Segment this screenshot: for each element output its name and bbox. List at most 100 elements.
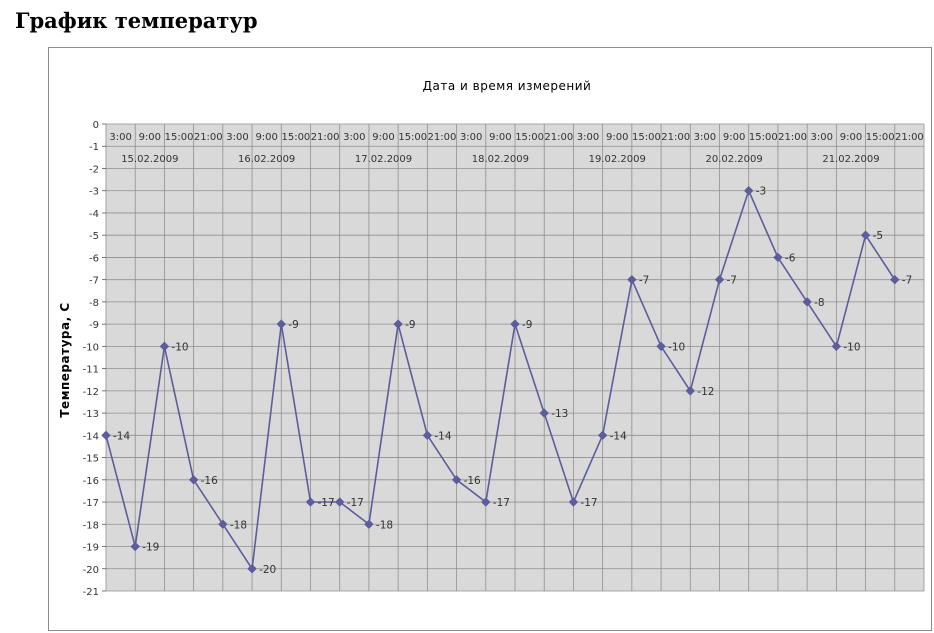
data-label: -16: [464, 475, 481, 487]
y-tick-label: -5: [89, 231, 99, 242]
data-point-marker: [860, 230, 871, 240]
data-label: -10: [668, 341, 685, 353]
y-tick-label: -18: [83, 520, 99, 531]
data-point-marker: [335, 497, 345, 507]
x-time-label: 9:00: [723, 132, 745, 143]
data-label: -13: [551, 408, 568, 420]
data-label: -20: [259, 564, 276, 576]
x-time-label: 3:00: [694, 132, 716, 143]
y-tick-label: -6: [89, 253, 99, 264]
y-tick-label: -11: [83, 365, 99, 376]
page-title: График температур: [15, 8, 258, 33]
data-label: -17: [318, 497, 335, 509]
data-point-marker: [481, 497, 491, 507]
y-tick-label: -10: [83, 342, 99, 353]
x-axis-ticks: 3:00 9:00 15:00 21:00 3:00 9:00 15:00 21:00 3:00…: [109, 132, 923, 165]
data-label: -6: [785, 252, 796, 264]
y-tick-label: -4: [89, 209, 99, 220]
data-point-marker: [159, 341, 170, 352]
y-tick-label: -12: [83, 387, 99, 398]
y-tick-label: -7: [89, 276, 99, 287]
data-point-marker: [218, 519, 228, 529]
data-label: -12: [697, 386, 714, 398]
data-point-marker: [714, 274, 725, 285]
y-tick-label: -20: [83, 565, 99, 576]
y-tick-label: -13: [83, 409, 99, 420]
y-tick-label: -19: [83, 543, 99, 554]
data-label: -7: [727, 275, 737, 287]
x-time-label: 3:00: [109, 132, 131, 143]
x-time-label: 15:00: [165, 132, 194, 143]
y-tick-label: -3: [89, 187, 99, 198]
y-tick-label: -17: [83, 498, 99, 509]
data-point-marker: [568, 497, 579, 507]
x-time-label: 15:00: [866, 132, 895, 143]
x-time-label: 9:00: [489, 132, 511, 143]
data-label: -14: [434, 430, 451, 442]
y-tick-label: -14: [83, 431, 99, 442]
data-point-marker: [510, 319, 520, 329]
data-label: -7: [902, 275, 912, 287]
data-point-marker: [130, 541, 140, 552]
x-time-label: 3:00: [460, 132, 482, 143]
data-point-marker: [627, 274, 637, 285]
data-label: -7: [639, 275, 649, 287]
y-tick-label: -21: [83, 587, 99, 598]
data-label: -17: [580, 497, 597, 509]
x-time-label: 9:00: [139, 132, 161, 143]
data-point-marker: [685, 386, 695, 396]
data-label: -17: [493, 497, 510, 509]
x-time-label: 21:00: [895, 132, 924, 143]
x-time-label: 3:00: [577, 132, 599, 143]
y-axis-ticks: 0 -1 -2 -3 -4 -5 -6 -7 -8 -9 -10 -11 -12 -13 -14 -15 -16…: [83, 120, 106, 598]
x-time-label: 21:00: [194, 132, 223, 143]
data-label: -16: [201, 475, 218, 487]
x-date-label: 16.02.2009: [238, 154, 295, 165]
x-time-label: 3:00: [343, 132, 365, 143]
data-label: -8: [814, 297, 824, 309]
temperature-chart: Дата и время измерений Температура, С 0 -…: [58, 79, 925, 598]
x-date-label: 15.02.2009: [121, 154, 178, 165]
data-point-marker: [305, 497, 316, 507]
data-label: -14: [610, 430, 627, 442]
chart-title: Дата и время измерений: [423, 79, 592, 93]
data-label: -14: [113, 430, 130, 442]
data-label: -9: [288, 319, 298, 331]
data-point-marker: [656, 341, 666, 352]
data-point-marker: [773, 252, 783, 263]
data-label: -3: [756, 186, 766, 198]
x-time-label: 9:00: [372, 132, 394, 143]
x-date-label: 21.02.2009: [822, 154, 879, 165]
data-point-marker: [247, 564, 257, 574]
y-axis-label: Температура, С: [58, 302, 72, 417]
y-tick-label: -15: [83, 454, 99, 465]
x-date-label: 17.02.2009: [355, 154, 412, 165]
x-time-label: 15:00: [632, 132, 661, 143]
data-point-marker: [101, 430, 111, 441]
x-date-label: 18.02.2009: [472, 154, 529, 165]
data-label: -10: [171, 341, 188, 353]
data-label: -17: [347, 497, 364, 509]
x-time-label: 15:00: [398, 132, 427, 143]
data-point-marker: [451, 475, 462, 485]
data-point-marker: [597, 430, 608, 441]
y-tick-label: 0: [93, 120, 99, 131]
data-label: -19: [142, 542, 159, 554]
x-time-label: 3:00: [226, 132, 248, 143]
x-time-label: 21:00: [778, 132, 807, 143]
x-date-label: 20.02.2009: [705, 154, 762, 165]
x-time-label: 15:00: [749, 132, 778, 143]
x-time-label: 9:00: [255, 132, 277, 143]
x-date-label: 19.02.2009: [589, 154, 646, 165]
data-point-marker: [364, 519, 374, 529]
x-time-label: 21:00: [311, 132, 340, 143]
x-time-label: 9:00: [840, 132, 862, 143]
x-time-label: 21:00: [661, 132, 690, 143]
data-point-marker: [422, 430, 433, 441]
x-time-label: 15:00: [281, 132, 310, 143]
data-point-marker: [276, 319, 286, 329]
data-label: -5: [873, 230, 883, 242]
y-tick-label: -9: [89, 320, 99, 331]
data-label: -9: [522, 319, 532, 331]
data-label: -18: [230, 519, 247, 531]
